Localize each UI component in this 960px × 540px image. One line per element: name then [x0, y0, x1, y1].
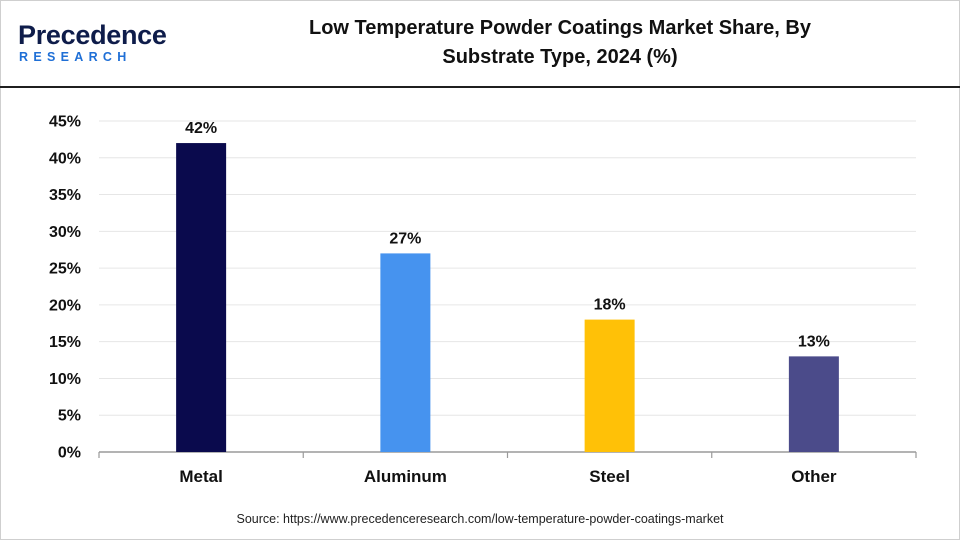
bar-metal: [176, 143, 227, 453]
chart-title-line-1: Low Temperature Powder Coatings Market S…: [309, 17, 811, 39]
brand-logo: Precedence RESEARCH: [18, 20, 167, 64]
y-tick-label: 30%: [49, 224, 81, 241]
x-tick-label: Aluminum: [364, 467, 447, 486]
y-tick-label: 5%: [58, 408, 81, 425]
bar-chart: 0% 5% 10% 15% 20% 25% 30% 35% 40% 45% 42% Metal 27% A…: [49, 114, 917, 486]
data-label-aluminum: 27%: [389, 230, 421, 247]
x-tick-label: Metal: [179, 467, 222, 486]
y-tick-label: 45%: [49, 114, 81, 131]
source-note: Source: https://www.precedenceresearch.c…: [236, 512, 724, 526]
x-tick-label: Steel: [589, 467, 630, 486]
y-tick-label: 40%: [49, 150, 81, 167]
brand-name: Precedence: [18, 20, 167, 50]
bar-steel: [584, 319, 635, 452]
data-label-metal: 42%: [185, 120, 217, 137]
y-tick-label: 15%: [49, 334, 81, 351]
y-tick-label: 10%: [49, 371, 81, 388]
chart-title: Low Temperature Powder Coatings Market S…: [230, 14, 890, 72]
header-divider: [0, 86, 960, 88]
y-tick-label: 35%: [49, 187, 81, 204]
data-label-other: 13%: [798, 333, 830, 350]
y-tick-label: 20%: [49, 297, 81, 314]
y-tick-label: 25%: [49, 261, 81, 278]
data-label-steel: 18%: [594, 297, 626, 314]
x-tick-label: Other: [791, 467, 837, 486]
bar-other: [788, 356, 839, 452]
brand-subtitle: RESEARCH: [19, 50, 132, 64]
y-tick-label: 0%: [58, 445, 81, 462]
chart-title-line-2: Substrate Type, 2024 (%): [442, 46, 678, 68]
bar-aluminum: [380, 253, 431, 452]
